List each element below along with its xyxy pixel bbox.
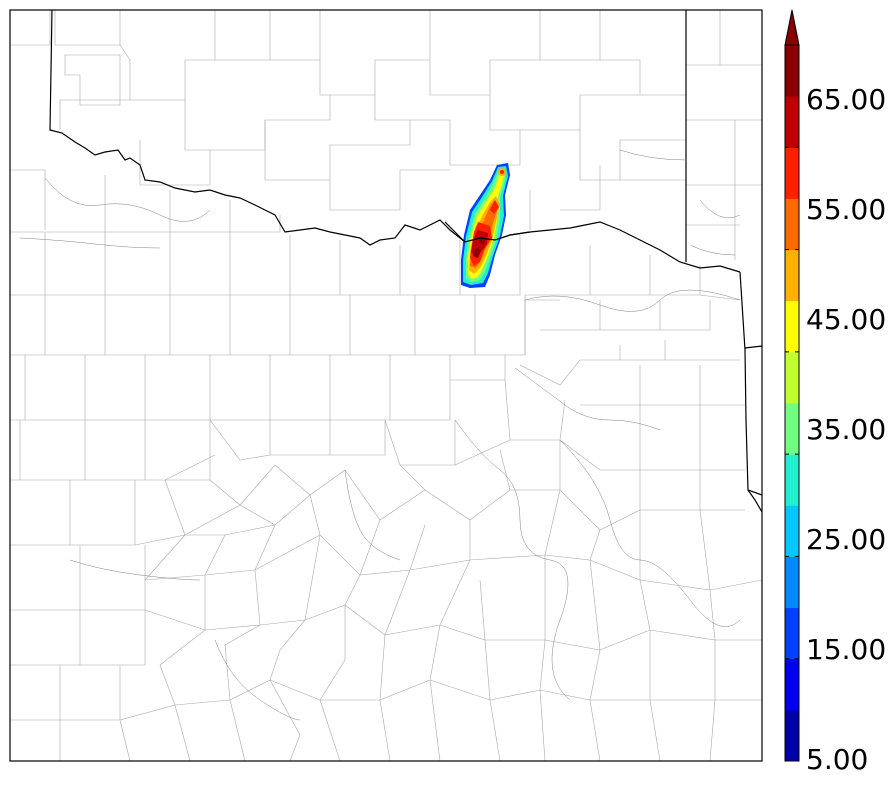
colorbar	[784, 9, 800, 762]
colorbar-tick-label: 35.00	[806, 413, 887, 446]
colorbar-segment	[785, 351, 799, 404]
colorbar-segment	[785, 147, 799, 199]
colorbar-segment	[785, 658, 799, 711]
colorbar-tick-label: 5.00	[806, 743, 869, 776]
colorbar-segment	[785, 300, 799, 353]
colorbar-segment	[785, 709, 799, 762]
colorbar-extend-arrow	[784, 9, 800, 46]
colorbar-segment	[785, 505, 799, 557]
colorbar-segment	[785, 403, 799, 455]
map-frame	[9, 9, 763, 762]
colorbar-segment	[785, 198, 799, 251]
county-boundaries	[10, 10, 763, 762]
colorbar-segment	[785, 454, 799, 506]
colorbar-tick-label: 25.00	[806, 523, 887, 556]
storm-core-70	[473, 236, 485, 258]
state-border-overlay	[444, 221, 531, 243]
colorbar-segment	[785, 556, 799, 609]
colorbar-tick-label: 65.00	[806, 83, 887, 116]
state-boundaries	[49, 9, 763, 513]
storm-reflectivity-cell	[461, 163, 510, 288]
river-lines	[19, 149, 741, 721]
colorbar-segment	[785, 607, 799, 660]
colorbar-tick-label: 45.00	[806, 303, 887, 336]
colorbar-segment	[785, 249, 799, 302]
colorbar-segment	[785, 96, 799, 148]
colorbar-segment	[785, 45, 799, 97]
colorbar-tick-label: 15.00	[806, 633, 887, 666]
colorbar-outline	[784, 44, 800, 762]
colorbar-tick-label: 55.00	[806, 193, 887, 226]
map-panel	[10, 10, 762, 761]
storm-north-cell-core	[500, 170, 504, 174]
